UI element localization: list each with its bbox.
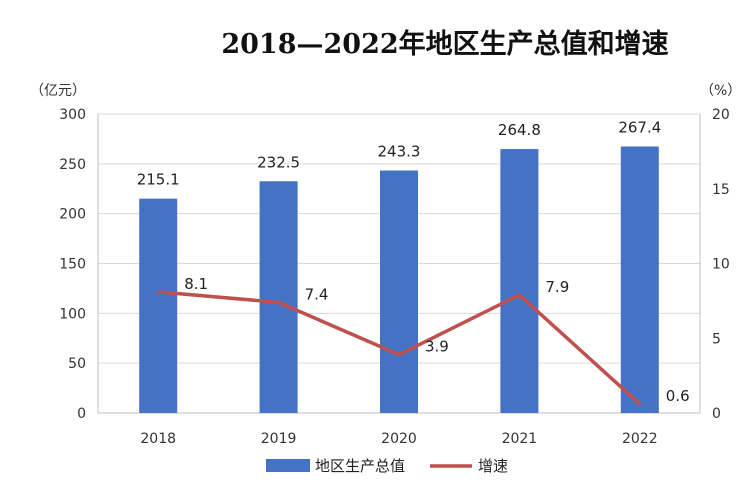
bar [620, 146, 659, 413]
line-value-label: 8.1 [184, 275, 208, 293]
line-series [156, 290, 642, 406]
line-value-label: 7.9 [545, 278, 569, 296]
category-label: 2020 [381, 431, 417, 447]
right-tick-label: 10 [712, 257, 730, 273]
legend-bar-swatch [266, 459, 310, 472]
right-tick-label: 15 [712, 182, 730, 198]
bar-value-label: 232.5 [257, 153, 300, 171]
left-tick-label: 150 [59, 257, 86, 273]
left-tick-label: 50 [68, 356, 86, 372]
bar [380, 170, 418, 413]
left-tick-label: 200 [59, 207, 86, 223]
legend-bar-label: 地区生产总值 [315, 457, 405, 475]
legend: 地区生产总值 增速 [266, 457, 508, 475]
line-value-label: 7.4 [305, 285, 329, 303]
category-label: 2022 [622, 431, 658, 447]
left-tick-label: 0 [77, 406, 86, 422]
bar-value-label: 264.8 [498, 121, 541, 139]
left-tick-label: 250 [59, 157, 86, 173]
bar [500, 149, 539, 413]
category-label: 2021 [502, 431, 538, 447]
line-value-label: 0.6 [666, 387, 690, 405]
bar-value-label: 267.4 [618, 118, 661, 136]
line-point [638, 402, 642, 406]
bar-value-label: 243.3 [378, 143, 421, 161]
bar [139, 198, 178, 413]
left-axis-unit: （亿元） [30, 83, 86, 99]
right-axis-unit: （%） [700, 83, 741, 99]
data-labels: 215.1 232.5 243.3 264.8 267.4 8.1 7.4 3.9 7.9 0.6 [137, 118, 690, 405]
bar-value-label: 215.1 [137, 171, 180, 189]
right-tick-label: 20 [712, 107, 730, 123]
right-tick-label: 5 [712, 331, 721, 347]
line-point [277, 300, 281, 304]
right-tick-label: 0 [712, 406, 721, 422]
bar-series [139, 146, 659, 413]
category-label: 2018 [140, 431, 176, 447]
line-point [397, 353, 401, 357]
bar [259, 181, 298, 413]
category-label: 2019 [261, 431, 297, 447]
line-point [517, 293, 521, 297]
line-point [156, 290, 160, 294]
left-tick-label: 100 [59, 306, 86, 322]
chart-title: 2018—2022年地区生产总值和增速 [221, 28, 668, 60]
line-value-label: 3.9 [425, 338, 449, 356]
legend-line-label: 增速 [478, 457, 508, 475]
left-tick-label: 300 [59, 107, 86, 123]
